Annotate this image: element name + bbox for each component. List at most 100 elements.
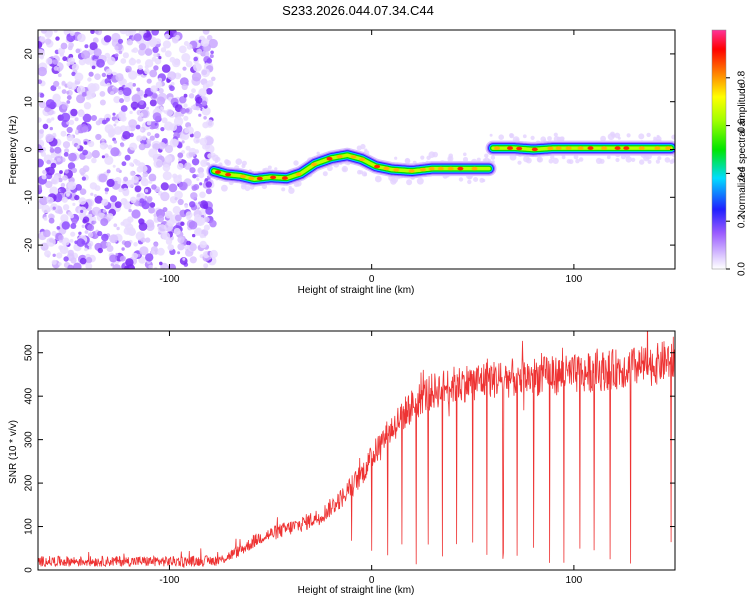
track-hotspot — [601, 146, 608, 150]
noise-speckle — [205, 206, 214, 215]
noise-speckle — [158, 142, 166, 150]
noise-speckle — [179, 257, 188, 265]
colorbar: 0.0 0.2 0.4 0.6 0.8 Normalized spectral ampl… — [711, 29, 748, 276]
noise-speckle — [88, 213, 93, 218]
noise-speckle — [114, 119, 119, 124]
track-halo-speckle — [394, 156, 398, 160]
track-halo-speckle — [517, 160, 522, 165]
noise-speckle — [203, 263, 209, 269]
noise-speckle — [190, 192, 198, 200]
noise-speckle — [74, 194, 80, 201]
track-hotspot — [565, 146, 572, 150]
noise-speckle — [114, 53, 119, 58]
noise-speckle — [106, 169, 111, 174]
snr-ytick-label: 0 — [24, 567, 35, 573]
noise-speckle — [162, 232, 171, 241]
noise-speckle — [106, 56, 116, 66]
noise-speckle — [209, 249, 218, 259]
noise-speckle — [74, 117, 79, 122]
track-halo-speckle — [462, 156, 469, 163]
noise-speckle — [179, 96, 187, 104]
colorbar-tick-label: 0.8 — [737, 70, 748, 84]
noise-speckle — [176, 163, 184, 170]
noise-speckle — [71, 63, 79, 71]
track-halo-speckle — [600, 135, 606, 142]
noise-speckle — [177, 174, 182, 179]
noise-speckle — [90, 192, 94, 196]
noise-speckle — [52, 59, 59, 65]
noise-speckle — [89, 182, 98, 190]
track-halo-speckle — [288, 187, 295, 194]
noise-speckle — [134, 160, 141, 166]
noise-speckle — [107, 144, 113, 150]
track-hotspot — [437, 166, 444, 171]
noise-speckle — [111, 32, 121, 43]
noise-speckle — [60, 112, 71, 123]
snr-xlabel: Height of straight line (km) — [298, 585, 415, 596]
noise-speckle — [164, 144, 174, 154]
noise-speckle — [67, 57, 76, 65]
noise-speckle — [101, 155, 105, 159]
track-hotspot — [383, 166, 390, 171]
noise-speckle — [81, 224, 86, 228]
noise-speckle — [205, 181, 212, 188]
track-halo-speckle — [575, 159, 580, 164]
noise-speckle — [195, 96, 203, 104]
noise-speckle — [201, 68, 210, 78]
noise-speckle — [45, 180, 53, 189]
noise-speckle — [67, 181, 77, 190]
noise-speckle — [68, 152, 77, 162]
noise-speckle — [125, 30, 132, 37]
snr-series-line — [38, 331, 675, 568]
noise-speckle — [125, 258, 134, 267]
spectrogram-tracks — [206, 140, 675, 187]
snr-ylabel: SNR (10 * v/v) — [8, 420, 19, 484]
noise-speckle — [46, 118, 52, 124]
noise-speckle — [153, 242, 159, 247]
noise-speckle — [185, 145, 191, 151]
colorbar-gradient — [712, 30, 726, 269]
noise-speckle — [62, 141, 71, 149]
track-halo-speckle — [625, 156, 632, 163]
noise-speckle — [106, 82, 111, 87]
noise-speckle — [198, 201, 202, 205]
track-halo-speckle — [561, 155, 566, 160]
noise-speckle — [56, 252, 63, 259]
noise-speckle — [105, 241, 112, 247]
noise-speckle — [178, 45, 187, 54]
noise-speckle — [46, 196, 54, 204]
noise-speckle — [204, 51, 210, 57]
noise-speckle — [128, 70, 138, 80]
track-hotspot — [225, 172, 232, 177]
noise-speckle — [199, 200, 209, 209]
noise-speckle — [39, 36, 46, 42]
track-halo-speckle — [631, 157, 636, 162]
noise-speckle — [150, 250, 155, 255]
noise-speckle — [67, 211, 73, 217]
noise-speckle — [174, 197, 178, 201]
colorbar-tick-label: 0.4 — [737, 166, 748, 180]
noise-speckle — [54, 146, 62, 154]
track-halo-speckle — [322, 171, 328, 177]
noise-speckle — [151, 93, 158, 99]
noise-speckle — [138, 222, 148, 231]
noise-speckle — [164, 33, 170, 39]
track-halo-speckle — [568, 159, 574, 165]
noise-speckle — [71, 218, 78, 225]
spectrogram-xtick-label: 100 — [566, 274, 583, 285]
noise-speckle — [44, 250, 51, 258]
noise-speckle — [189, 256, 197, 264]
track-halo-speckle — [573, 154, 579, 160]
noise-speckle — [51, 176, 60, 185]
noise-speckle — [124, 265, 130, 269]
noise-speckle — [101, 233, 109, 242]
noise-speckle — [158, 88, 164, 94]
noise-speckle — [164, 121, 174, 131]
track-hotspot — [350, 155, 357, 159]
track-hotspot — [547, 146, 554, 151]
noise-speckle — [69, 239, 74, 243]
noise-speckle — [165, 156, 170, 162]
noise-speckle — [184, 162, 192, 170]
noise-speckle — [143, 93, 148, 98]
